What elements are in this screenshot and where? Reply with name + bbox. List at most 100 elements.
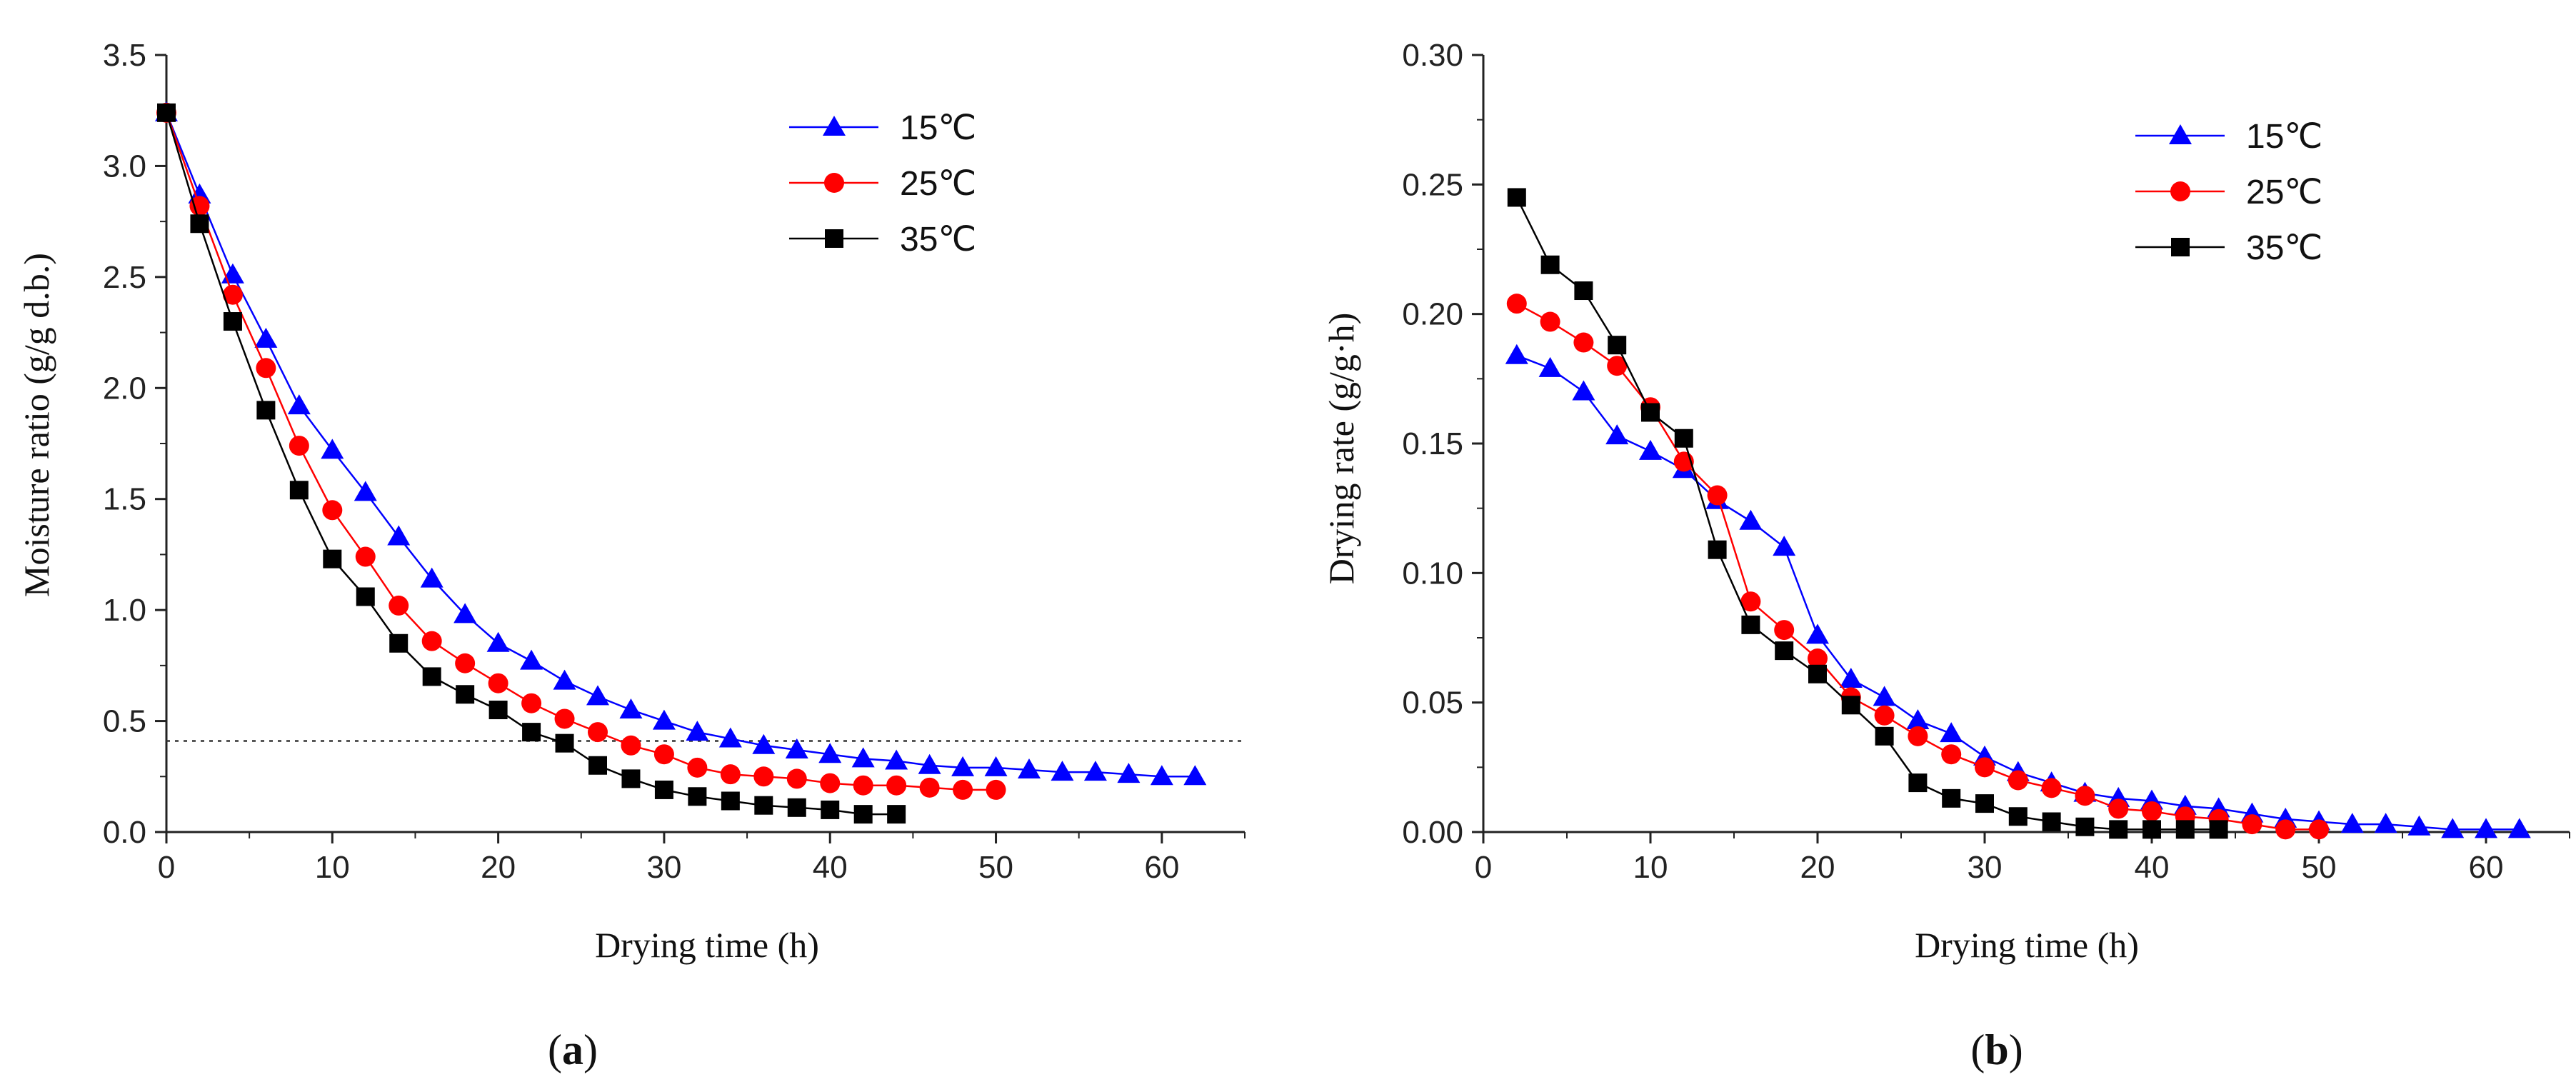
panel-b-series-0-point bbox=[1773, 536, 1796, 556]
panel-b-series-0-point bbox=[2374, 813, 2397, 833]
panel-b-series-1-point bbox=[1607, 356, 1628, 376]
panel-a-series-2-point bbox=[887, 805, 906, 824]
panel-b-legend-2-label: 35℃ bbox=[2246, 229, 2322, 267]
panel-b-series-2-point bbox=[1574, 281, 1593, 301]
panel-a-xtick-label: 20 bbox=[481, 850, 516, 885]
panel-a-legend-2-marker bbox=[825, 229, 843, 248]
panel-a-series-1-point bbox=[256, 358, 276, 379]
panel-b-series-0-point bbox=[1940, 722, 1963, 743]
panel-b-series-0-point bbox=[1505, 344, 1528, 364]
panel-a-series-1-point bbox=[820, 773, 841, 793]
panel-a-series-0-point bbox=[752, 733, 776, 754]
panel-a-series-1-point bbox=[919, 777, 940, 798]
panel-b-series-1-point bbox=[2075, 786, 2095, 806]
panel-a-series-0-point bbox=[486, 631, 510, 652]
panel-a-series-0-point bbox=[387, 525, 411, 546]
panel-a-series-0-point bbox=[1018, 758, 1041, 778]
panel-a-series-0-point bbox=[951, 756, 975, 776]
panel-a-series-2-point bbox=[157, 103, 176, 122]
panel-b-ytick-label: 0.00 bbox=[1402, 815, 1463, 850]
panel-a-xtick-label: 40 bbox=[813, 850, 848, 885]
panel-a-series-0-point bbox=[1183, 765, 1207, 786]
panel-a-series-0-point bbox=[851, 747, 875, 768]
panel-a-xlabel: Drying time (h) bbox=[595, 925, 819, 965]
panel-a-series-2-point bbox=[389, 633, 409, 653]
panel-b-series-2-point bbox=[1674, 429, 1693, 448]
panel-a-series-1-point bbox=[421, 631, 442, 651]
panel-b-series-1-point bbox=[1740, 591, 1761, 612]
panel-a-series-2-point bbox=[456, 685, 475, 704]
panel-b-ytick-label: 0.05 bbox=[1402, 686, 1463, 721]
panel-b: Drying time (h) Drying rate (g/g·h) (b) … bbox=[1321, 38, 2570, 1073]
panel-a-ytick-label: 0.5 bbox=[103, 704, 146, 739]
panel-b-series-0-point bbox=[2407, 815, 2431, 836]
panel-b-series-2-line bbox=[1515, 196, 2219, 831]
panel-b-legend-0-label: 15℃ bbox=[2246, 118, 2322, 156]
panel-a-series-1-point bbox=[853, 775, 873, 796]
panel-b-series-0-point bbox=[1906, 709, 1930, 730]
panel-a-series-1-point bbox=[189, 196, 210, 216]
panel-b-series-2-point bbox=[2143, 820, 2161, 839]
panel-a-series-1-point bbox=[786, 768, 807, 789]
panel-a-series-0-point bbox=[586, 685, 609, 706]
panel-a-ytick-label: 1.5 bbox=[103, 482, 146, 517]
panel-a-series-2-point bbox=[289, 481, 309, 500]
panel-a-legend-2-label: 35℃ bbox=[900, 221, 976, 259]
panel-a-series-0-point bbox=[785, 738, 808, 758]
panel-b-series-2-point bbox=[1507, 188, 1526, 207]
panel-b-series-2-point bbox=[2175, 820, 2195, 839]
panel-b-series-2-point bbox=[2109, 820, 2128, 839]
panel-a-series-0-point bbox=[984, 756, 1008, 776]
panel-a-series-0-point bbox=[818, 743, 842, 763]
panel-a-series-2-point bbox=[488, 701, 508, 720]
panel-a-series-2-point bbox=[555, 733, 574, 753]
panel-b-series-1-point bbox=[1707, 485, 1728, 506]
panel-b-series-2-point bbox=[2042, 812, 2061, 831]
panel-b-series-2-point bbox=[1808, 664, 1827, 683]
panel-a-series-1-point bbox=[687, 757, 708, 778]
panel-a-ytick-label: 2.5 bbox=[103, 260, 146, 295]
panel-a-series-0-point bbox=[287, 394, 311, 415]
panel-b-series-1-point bbox=[1774, 620, 1795, 641]
panel-b-series-1-point bbox=[2108, 798, 2129, 819]
panel-a-series-0-point bbox=[918, 753, 941, 774]
panel-a-series-2-point bbox=[588, 756, 607, 775]
panel-a-series-1-point bbox=[521, 693, 542, 713]
panel-a-series-0-point bbox=[885, 749, 908, 770]
panel-b-series-1-line bbox=[1516, 303, 2319, 831]
panel-a-legend-0-marker bbox=[823, 116, 846, 136]
panel-a-series-1-point bbox=[389, 595, 409, 616]
panel-a-legend-0-label: 15℃ bbox=[900, 109, 976, 147]
panel-a-series-0-point bbox=[321, 439, 344, 459]
panel-b-legend-1-marker bbox=[2170, 181, 2190, 201]
panel-b-series-0-point bbox=[1605, 424, 1629, 445]
panel-b-series-0-point bbox=[1873, 686, 1896, 706]
panel-a-series-0-point bbox=[718, 727, 742, 748]
panel-a-series-2-point bbox=[522, 723, 541, 742]
panel-a-series-1-point bbox=[986, 779, 1006, 800]
panel-b-series-2-point bbox=[1540, 255, 1560, 274]
panel-b-series-1-point bbox=[2142, 801, 2162, 821]
panel-a-series-2-point bbox=[853, 805, 873, 824]
panel-a-series-1-point bbox=[588, 722, 608, 743]
panel-a-xtick-label: 10 bbox=[315, 850, 350, 885]
panel-b-series-0-point bbox=[1639, 439, 1662, 460]
panel-a-series-2-point bbox=[190, 214, 209, 234]
panel-b-series-0-point bbox=[2475, 818, 2497, 838]
panel-b-legend-1-label: 25℃ bbox=[2246, 174, 2322, 211]
panel-b-series-0-point bbox=[2507, 818, 2531, 838]
panel-b-series-0-point bbox=[1806, 623, 1829, 644]
panel-b-series-1-point bbox=[1975, 757, 1995, 778]
panel-b-series-0-point bbox=[1572, 380, 1595, 401]
panel-b-xlabel: Drying time (h) bbox=[1915, 925, 2139, 965]
panel-b-legend-2-marker bbox=[2171, 238, 2190, 256]
panel-b-xtick-label: 0 bbox=[1475, 850, 1492, 885]
panel-a-xtick-label: 0 bbox=[158, 850, 175, 885]
panel-b-series-1-point bbox=[2041, 778, 2062, 798]
panel-b-series-2-point bbox=[2075, 817, 2095, 836]
panel-a-series-0-point bbox=[686, 721, 709, 741]
panel-b-series-0-point bbox=[2340, 813, 2364, 833]
panel-a-series-0-point bbox=[652, 709, 676, 730]
panel-b-series-2-point bbox=[2209, 820, 2228, 839]
